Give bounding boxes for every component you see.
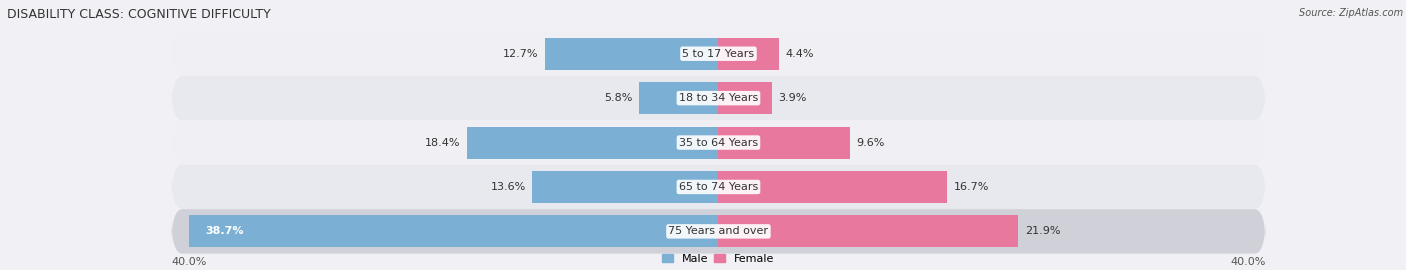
- FancyBboxPatch shape: [172, 76, 1265, 120]
- Text: DISABILITY CLASS: COGNITIVE DIFFICULTY: DISABILITY CLASS: COGNITIVE DIFFICULTY: [7, 8, 271, 21]
- Text: 40.0%: 40.0%: [172, 257, 207, 267]
- Text: 75 Years and over: 75 Years and over: [668, 226, 769, 236]
- Text: 4.4%: 4.4%: [786, 49, 814, 59]
- Text: 18 to 34 Years: 18 to 34 Years: [679, 93, 758, 103]
- Bar: [467, 127, 718, 158]
- FancyBboxPatch shape: [172, 209, 1265, 254]
- Text: 12.7%: 12.7%: [502, 49, 538, 59]
- Bar: [640, 82, 718, 114]
- Text: 13.6%: 13.6%: [491, 182, 526, 192]
- Text: 3.9%: 3.9%: [779, 93, 807, 103]
- Text: 65 to 74 Years: 65 to 74 Years: [679, 182, 758, 192]
- FancyBboxPatch shape: [172, 120, 1265, 165]
- Text: Source: ZipAtlas.com: Source: ZipAtlas.com: [1299, 8, 1403, 18]
- Bar: [718, 171, 946, 203]
- Text: 5.8%: 5.8%: [605, 93, 633, 103]
- Bar: [718, 215, 1018, 247]
- Legend: Male, Female: Male, Female: [662, 254, 775, 264]
- Bar: [190, 215, 718, 247]
- FancyBboxPatch shape: [172, 165, 1265, 209]
- Text: 9.6%: 9.6%: [856, 137, 884, 147]
- FancyBboxPatch shape: [172, 32, 1265, 76]
- Text: 40.0%: 40.0%: [1230, 257, 1265, 267]
- Bar: [718, 38, 779, 70]
- Bar: [533, 171, 718, 203]
- Text: 21.9%: 21.9%: [1025, 226, 1060, 236]
- Text: 18.4%: 18.4%: [425, 137, 460, 147]
- Bar: [544, 38, 718, 70]
- Bar: [718, 127, 849, 158]
- Text: 35 to 64 Years: 35 to 64 Years: [679, 137, 758, 147]
- Text: 5 to 17 Years: 5 to 17 Years: [682, 49, 755, 59]
- Text: 38.7%: 38.7%: [205, 226, 245, 236]
- Text: 16.7%: 16.7%: [953, 182, 988, 192]
- Bar: [718, 82, 772, 114]
